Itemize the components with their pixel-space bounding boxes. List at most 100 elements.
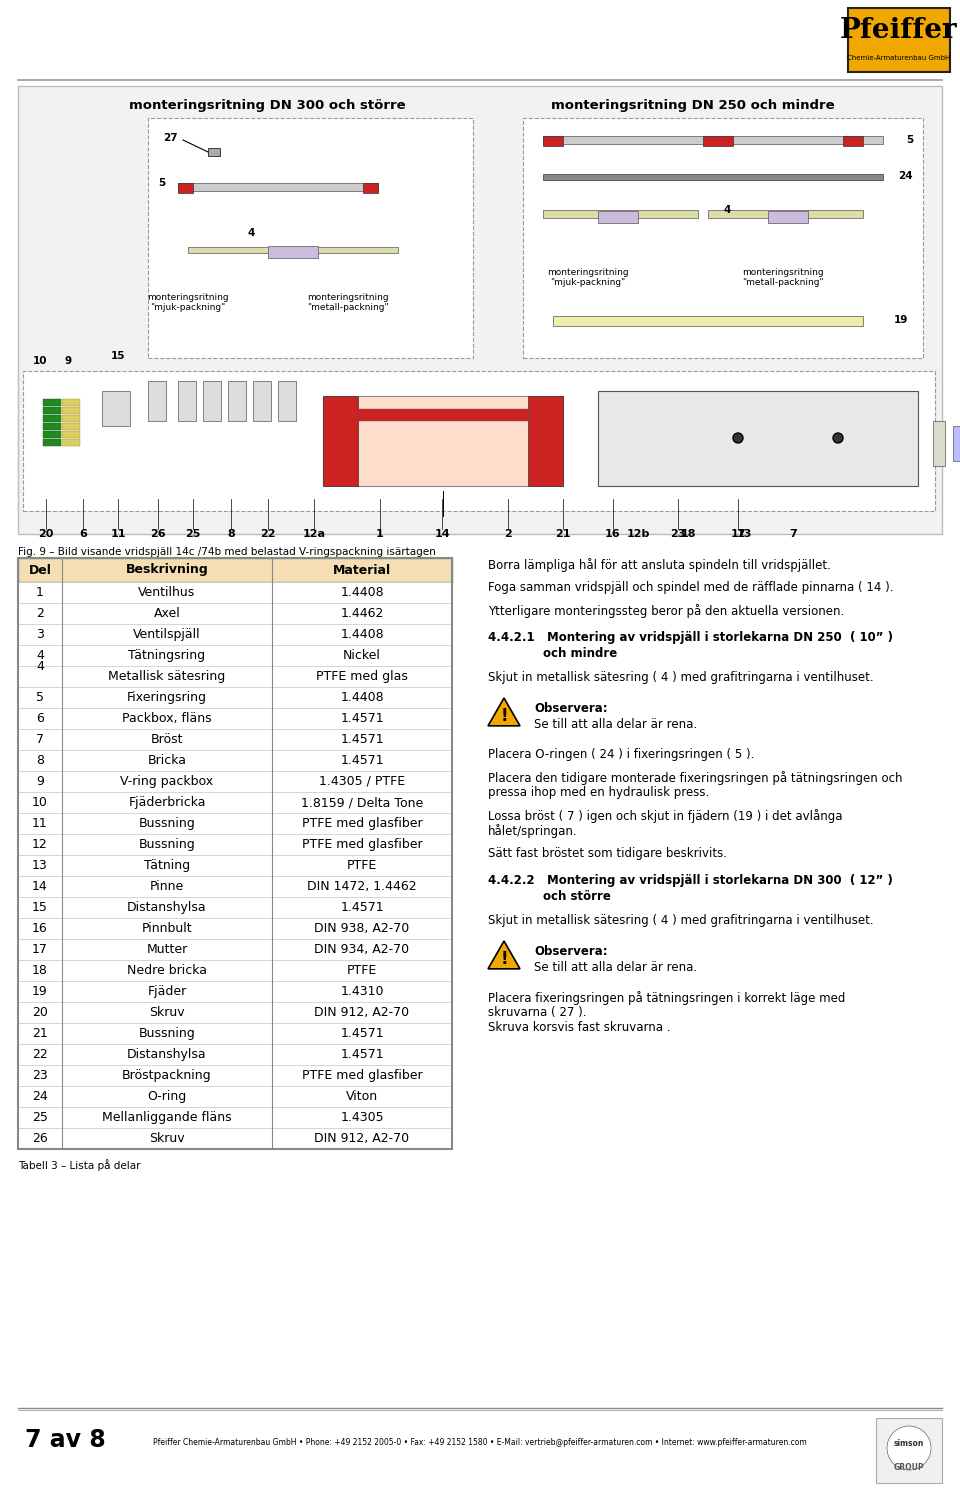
Text: hålet/springan.: hålet/springan.	[488, 824, 578, 838]
Text: Tätningsring: Tätningsring	[129, 649, 205, 661]
Text: PTFE: PTFE	[347, 858, 377, 872]
Bar	[62, 415, 80, 423]
Bar	[323, 396, 358, 487]
Text: 15: 15	[110, 351, 125, 361]
Circle shape	[833, 433, 843, 443]
Text: 9: 9	[36, 775, 44, 788]
Text: 4: 4	[723, 205, 731, 215]
Text: 2: 2	[36, 608, 44, 620]
Bar	[188, 246, 398, 252]
Text: monteringsritning
"metall-packning": monteringsritning "metall-packning"	[307, 293, 389, 312]
Text: GROUP: GROUP	[894, 1463, 924, 1472]
Text: Ventilhus: Ventilhus	[138, 585, 196, 599]
Text: Viton: Viton	[346, 1090, 378, 1103]
Text: 1.4408: 1.4408	[340, 585, 384, 599]
Text: 8: 8	[36, 754, 44, 767]
Bar	[553, 317, 863, 325]
Bar	[18, 1002, 452, 1023]
Bar	[543, 136, 563, 146]
Text: Distanshylsa: Distanshylsa	[127, 900, 206, 914]
Text: 18: 18	[32, 964, 48, 976]
Text: 16: 16	[605, 529, 621, 539]
Text: Sätt fast bröstet som tidigare beskrivits.: Sätt fast bröstet som tidigare beskrivit…	[488, 847, 727, 860]
Bar	[18, 1106, 452, 1129]
Text: Pfeiffer Chemie-Armaturenbau GmbH • Phone: +49 2152 2005-0 • Fax: +49 2152 1580 : Pfeiffer Chemie-Armaturenbau GmbH • Phon…	[154, 1438, 806, 1447]
Text: 5: 5	[158, 178, 165, 188]
Bar	[768, 211, 808, 222]
Bar	[208, 148, 220, 155]
Text: 16: 16	[32, 923, 48, 935]
Bar	[62, 399, 80, 406]
Bar	[18, 939, 452, 960]
Bar	[18, 666, 452, 687]
Text: Fjäderbricka: Fjäderbricka	[129, 796, 205, 809]
Bar	[703, 136, 733, 146]
Bar	[178, 184, 193, 193]
Bar	[18, 960, 452, 981]
Bar	[18, 729, 452, 749]
Text: V-ring packbox: V-ring packbox	[120, 775, 213, 788]
Bar	[18, 855, 452, 876]
Text: 13: 13	[736, 529, 752, 539]
Bar	[43, 415, 61, 423]
Text: monteringsritning
"mjuk-packning": monteringsritning "mjuk-packning"	[547, 269, 629, 287]
Text: Bröst: Bröst	[151, 733, 183, 746]
Bar	[18, 603, 452, 624]
Text: 1.4408: 1.4408	[340, 691, 384, 705]
Text: 7: 7	[36, 733, 44, 746]
Text: 5: 5	[905, 134, 913, 145]
Bar	[18, 835, 452, 855]
Text: Packbox, fläns: Packbox, fläns	[122, 712, 212, 726]
Text: 15: 15	[32, 900, 48, 914]
Text: 24: 24	[32, 1090, 48, 1103]
Text: DIN 1472, 1.4462: DIN 1472, 1.4462	[307, 879, 417, 893]
Text: Observera:: Observera:	[534, 702, 608, 715]
Text: 1: 1	[376, 529, 384, 539]
Text: 12a: 12a	[302, 529, 325, 539]
Text: 20: 20	[32, 1006, 48, 1020]
Bar	[18, 624, 452, 645]
Bar	[323, 396, 563, 487]
Text: PTFE med glasfiber: PTFE med glasfiber	[301, 838, 422, 851]
Text: pressa ihop med en hydraulisk press.: pressa ihop med en hydraulisk press.	[488, 785, 709, 799]
Bar	[43, 408, 61, 414]
Text: Pinnbult: Pinnbult	[142, 923, 192, 935]
Text: Nickel: Nickel	[343, 649, 381, 661]
Bar	[62, 431, 80, 437]
Text: 10: 10	[33, 355, 47, 366]
Bar	[543, 136, 883, 143]
Text: Del: Del	[29, 563, 52, 576]
Text: Se till att alla delar är rena.: Se till att alla delar är rena.	[534, 718, 697, 732]
Text: 5: 5	[36, 691, 44, 705]
Text: Tabell 3 – Lista på delar: Tabell 3 – Lista på delar	[18, 1159, 140, 1171]
Text: 19: 19	[894, 315, 908, 325]
Text: 12b: 12b	[626, 529, 650, 539]
Bar	[523, 118, 923, 358]
Bar	[18, 558, 452, 1150]
Text: Lossa bröst ( 7 ) igen och skjut in fjädern (19 ) i det avlånga: Lossa bröst ( 7 ) igen och skjut in fjäd…	[488, 809, 843, 823]
Bar	[18, 918, 452, 939]
Text: 1.4408: 1.4408	[340, 629, 384, 640]
Bar	[62, 423, 80, 430]
Text: PTFE med glasfiber: PTFE med glasfiber	[301, 1069, 422, 1082]
Text: 8: 8	[228, 529, 235, 539]
Text: DIN 912, A2-70: DIN 912, A2-70	[315, 1132, 410, 1145]
Bar	[228, 381, 246, 421]
Text: Beskrivning: Beskrivning	[126, 563, 208, 576]
Bar	[18, 1044, 452, 1065]
Text: 7 av 8: 7 av 8	[25, 1427, 106, 1453]
Bar	[148, 118, 473, 358]
Text: Skruva korsvis fast skruvarna .: Skruva korsvis fast skruvarna .	[488, 1021, 670, 1035]
Bar	[18, 897, 452, 918]
Text: 21: 21	[32, 1027, 48, 1041]
Text: 4.4.2.1   Montering av vridspjäll i storlekarna DN 250  ( 10” ): 4.4.2.1 Montering av vridspjäll i storle…	[488, 632, 893, 643]
Bar	[18, 876, 452, 897]
Text: 14: 14	[32, 879, 48, 893]
Text: Tätning: Tätning	[144, 858, 190, 872]
Text: 1.4305 / PTFE: 1.4305 / PTFE	[319, 775, 405, 788]
Text: simson: simson	[894, 1438, 924, 1448]
Bar	[62, 408, 80, 414]
Text: och mindre: och mindre	[543, 646, 617, 660]
Text: 23: 23	[670, 529, 685, 539]
Text: Ytterligare monteringssteg beror på den aktuella versionen.: Ytterligare monteringssteg beror på den …	[488, 605, 844, 618]
